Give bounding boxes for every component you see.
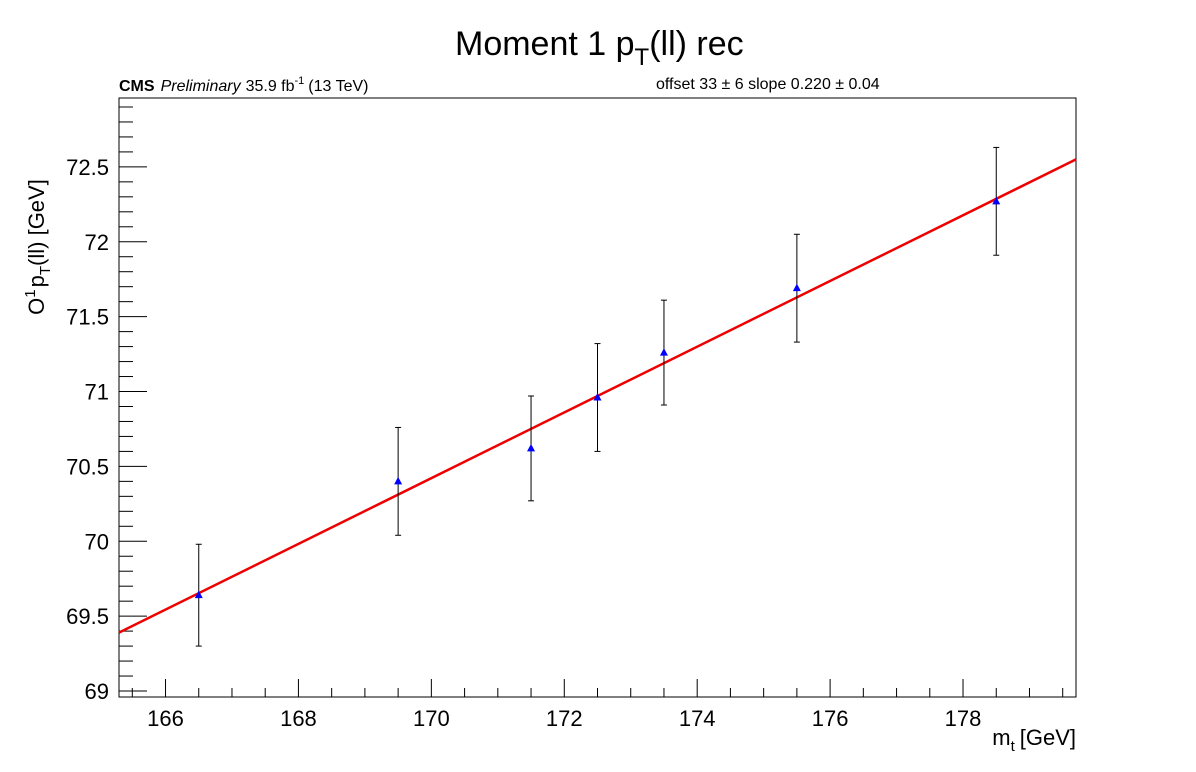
y-axis-label: O1 pT(ll) [GeV] — [22, 179, 54, 315]
x-tick-label: 168 — [280, 706, 317, 731]
x-tick-label: 176 — [812, 706, 849, 731]
y-tick-label: 71 — [85, 380, 109, 405]
chart-title: Moment 1 pT(ll) rec — [455, 25, 744, 71]
x-axis-label-unit: [GeV] — [1020, 725, 1076, 750]
data-point — [992, 196, 1001, 205]
y-tick-label: 71.5 — [66, 305, 109, 330]
x-tick-label: 174 — [679, 706, 716, 731]
x-axis-ticks — [131, 679, 1064, 697]
y-tick-label: 70 — [85, 529, 109, 554]
y-tick-label: 69.5 — [66, 604, 109, 629]
chart-title-subscript: T — [635, 44, 650, 71]
status-text: Preliminary — [161, 78, 242, 95]
chart-title-suffix: (ll) rec — [649, 25, 743, 63]
x-axis-label: mt [GeV] — [992, 725, 1076, 755]
x-tick-label: 178 — [945, 706, 982, 731]
y-axis-label-subscript: T — [37, 266, 54, 275]
experiment-name: CMS — [119, 78, 155, 95]
data-point — [194, 590, 203, 599]
x-axis-tick-labels: 166 168 170 172 174 176 178 — [147, 706, 981, 731]
x-tick-label: 172 — [546, 706, 583, 731]
x-axis-label-base: m — [992, 725, 1010, 750]
x-axis-label-subscript: t — [1011, 738, 1016, 755]
y-axis-label-superscript: 1 — [22, 289, 39, 297]
cms-label: CMS Preliminary 35.9 fb-1 (13 TeV) — [119, 75, 368, 95]
y-axis-label-rest: (ll) [GeV] — [24, 179, 49, 266]
y-tick-label: 72.5 — [66, 155, 109, 180]
x-tick-label: 166 — [147, 706, 184, 731]
data-point — [527, 443, 536, 452]
fit-info: offset 33 ± 6 slope 0.220 ± 0.04 — [656, 76, 880, 93]
y-tick-label: 69 — [85, 679, 109, 704]
y-axis-label-base: O — [24, 298, 49, 315]
energy-text: (13 TeV) — [308, 78, 368, 95]
data-point — [792, 283, 801, 292]
data-point — [394, 476, 403, 485]
y-axis-tick-labels: 69 69.5 70 70.5 71 71.5 72 72.5 — [66, 155, 109, 704]
data-points — [194, 146, 1001, 647]
y-tick-label: 72 — [85, 230, 109, 255]
y-axis-ticks — [119, 106, 147, 692]
lumi-exponent: -1 — [295, 75, 305, 87]
y-axis-label-p: p — [24, 275, 49, 287]
data-point — [659, 348, 668, 356]
data-point — [593, 393, 602, 401]
lumi-value: 35.9 fb — [246, 78, 295, 95]
x-tick-label: 170 — [413, 706, 450, 731]
y-tick-label: 70.5 — [66, 454, 109, 479]
